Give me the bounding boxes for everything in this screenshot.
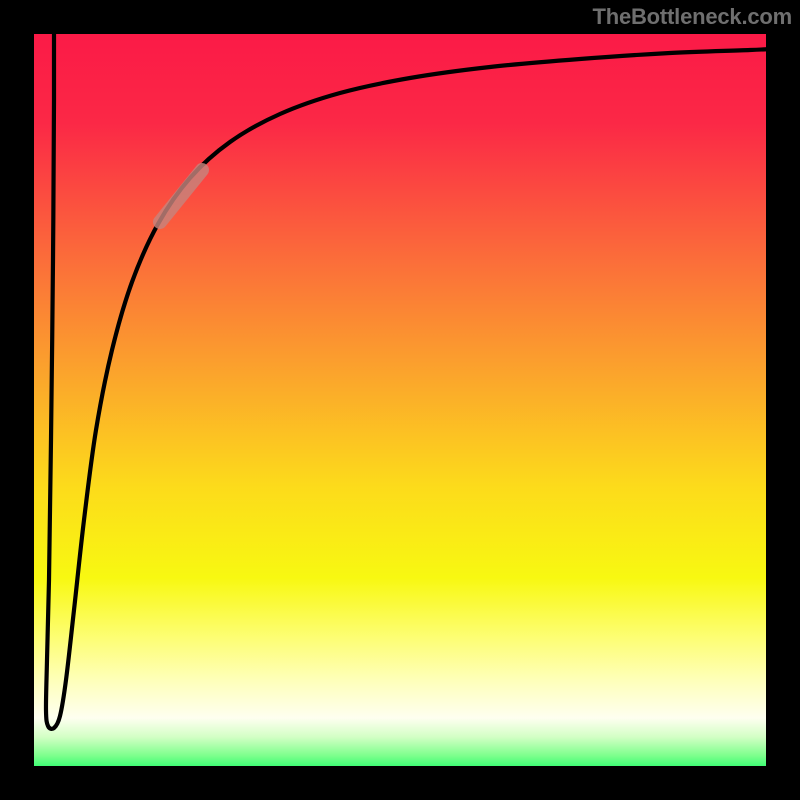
plot-background — [32, 32, 790, 790]
bottleneck-chart — [0, 0, 800, 800]
frame-left — [0, 0, 34, 800]
chart-container: { "meta": { "watermark": "TheBottleneck.… — [0, 0, 800, 800]
frame-right — [766, 0, 800, 800]
frame-bottom — [0, 766, 800, 800]
watermark-text: TheBottleneck.com — [592, 4, 792, 30]
